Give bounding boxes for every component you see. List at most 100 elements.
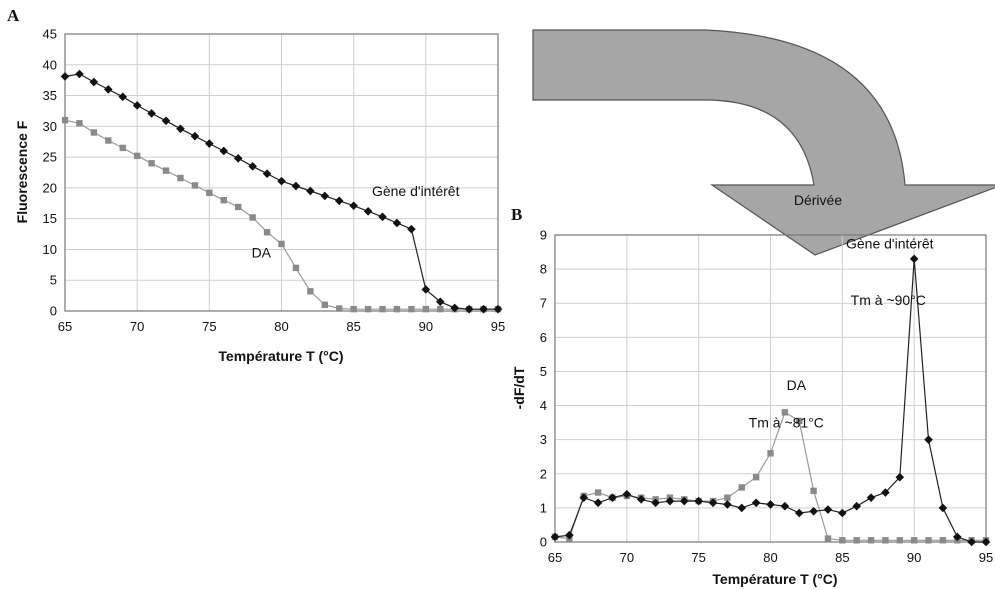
data-point-square-b (925, 537, 932, 544)
data-point-square-b (867, 537, 875, 544)
x-ticks-b: 65 70 75 80 85 90 95 (548, 550, 993, 565)
data-point-diamond-b (694, 496, 703, 506)
y-ticks-b: 0 1 2 3 4 5 6 7 8 9 (540, 228, 547, 550)
y-tick-label-b: 0 (540, 535, 547, 550)
data-point-diamond-a (450, 303, 459, 313)
annotation-a: Gène d'intérêt (372, 183, 460, 199)
data-point-square-b (824, 535, 832, 542)
data-point-diamond-a (320, 191, 330, 201)
data-point-diamond-b (809, 507, 818, 516)
x-tick-label-b: 90 (907, 550, 921, 565)
data-point-diamond-b (723, 500, 732, 509)
data-point-diamond-a (407, 224, 416, 234)
data-point-square-b (781, 409, 789, 416)
annotations-b: Gène d'intérêt Tm à ~90°C DA Tm à ~81°C (749, 236, 934, 431)
data-point-diamond-a (334, 196, 344, 206)
y-tick-label-b: 3 (540, 432, 547, 447)
data-point-diamond-a (118, 92, 128, 102)
annotation-b: DA (787, 377, 807, 393)
data-point-diamond-b (823, 505, 833, 514)
data-point-square-a (76, 120, 83, 127)
data-point-square-b (724, 494, 731, 501)
data-point-square-a (307, 288, 314, 295)
data-point-diamond-a (435, 297, 445, 307)
data-point-diamond-b (981, 537, 991, 547)
data-point-square-a (350, 305, 357, 313)
x-tick-label-a: 85 (346, 319, 360, 334)
data-point-diamond-b (665, 496, 675, 506)
data-point-diamond-b (967, 537, 976, 547)
data-point-square-a (162, 167, 170, 174)
x-tick-label-a: 65 (58, 319, 72, 334)
data-point-square-b (896, 537, 903, 544)
data-point-square-a (148, 160, 155, 167)
data-point-diamond-a (104, 85, 113, 94)
data-point-square-a (321, 301, 328, 309)
data-point-diamond-a (147, 109, 156, 118)
data-point-diamond-a (493, 304, 503, 314)
data-point-diamond-b (550, 532, 560, 542)
data-point-diamond-a (291, 181, 301, 191)
data-point-square-b (939, 537, 947, 544)
x-axis-title-a: Température T (°C) (218, 348, 343, 364)
data-point-diamond-a (248, 162, 257, 171)
data-point-diamond-a (176, 124, 185, 134)
data-point-diamond-a (349, 201, 358, 211)
data-point-diamond-a (233, 154, 243, 163)
y-tick-label-a: 0 (50, 304, 57, 319)
data-point-diamond-b (593, 498, 603, 508)
data-point-square-a (220, 197, 227, 204)
data-point-square-b (839, 537, 846, 544)
data-point-square-a (263, 229, 271, 236)
data-point-square-b (738, 484, 745, 491)
panel-label-b: B (511, 205, 522, 224)
data-point-diamond-a (132, 101, 142, 110)
data-point-square-b (810, 487, 817, 495)
x-tick-label-a: 90 (419, 319, 433, 334)
data-point-diamond-b (565, 530, 574, 540)
y-tick-label-b: 5 (540, 364, 547, 379)
x-tick-label-b: 75 (691, 550, 705, 565)
data-point-square-b (767, 450, 774, 457)
y-tick-label-a: 15 (43, 211, 57, 226)
data-point-diamond-b (636, 495, 646, 504)
annotations-a: Gène d'intérêt DA (252, 183, 460, 261)
data-point-square-a (191, 182, 199, 189)
data-point-diamond-b (794, 508, 804, 518)
data-point-diamond-b (838, 508, 847, 518)
x-tick-label-b: 70 (620, 550, 634, 565)
y-tick-label-a: 10 (43, 242, 57, 257)
x-tick-label-b: 95 (979, 550, 993, 565)
x-axis-title-b: Température T (°C) (712, 571, 837, 587)
data-point-diamond-b (895, 472, 905, 482)
data-point-diamond-a (219, 146, 229, 156)
annotation-a: DA (252, 245, 272, 261)
y-tick-label-b: 8 (540, 262, 547, 277)
data-point-square-b (853, 537, 860, 544)
data-point-square-b (594, 489, 602, 496)
data-point-diamond-b (909, 254, 919, 264)
data-point-square-a (379, 305, 386, 313)
y-tick-label-b: 4 (540, 398, 547, 413)
data-point-diamond-a (464, 304, 474, 314)
annotation-b: Gène d'intérêt (846, 236, 934, 252)
data-point-diamond-a (262, 169, 272, 179)
data-point-square-a (364, 305, 372, 313)
data-point-diamond-b (780, 501, 790, 511)
x-tick-label-b: 65 (548, 550, 562, 565)
y-tick-label-b: 1 (540, 500, 547, 515)
data-point-square-b (910, 537, 918, 544)
data-point-square-a (292, 264, 300, 272)
data-point-diamond-b (766, 500, 775, 509)
data-point-diamond-b (680, 496, 689, 506)
x-tick-label-b: 85 (835, 550, 849, 565)
plot-frame-a (64, 33, 499, 312)
data-point-diamond-b (751, 498, 761, 508)
data-point-diamond-a (190, 131, 200, 141)
data-point-diamond-b (866, 493, 876, 502)
y-tick-label-a: 20 (43, 180, 57, 195)
plot-frame-b (554, 234, 987, 543)
data-point-diamond-a (277, 176, 286, 186)
y-tick-label-a: 35 (43, 88, 57, 103)
